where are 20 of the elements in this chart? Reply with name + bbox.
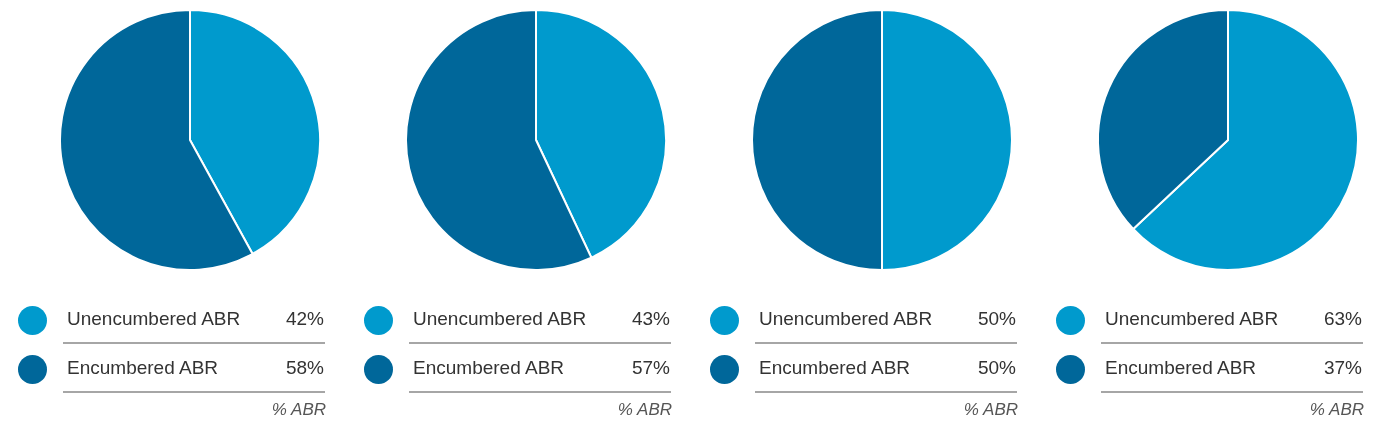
text: % ABR (963, 400, 1018, 420)
data-label: 37% (1323, 357, 1362, 379)
legend-label: Encumbered ABR (1105, 357, 1257, 379)
legend-label: Unencumbered ABR (759, 308, 933, 330)
data-label: 50% (977, 308, 1016, 330)
data-label: 42% (285, 308, 324, 330)
text: % ABR (1309, 400, 1364, 420)
data-label: 63% (1323, 308, 1362, 330)
legend-label: Encumbered ABR (67, 357, 219, 379)
data-label: 57% (631, 357, 670, 379)
legend-label: Unencumbered ABR (1105, 308, 1279, 330)
legend-label: Unencumbered ABR (413, 308, 587, 330)
text: % ABR (271, 400, 326, 420)
data-label: 58% (285, 357, 324, 379)
legend-label: Encumbered ABR (413, 357, 565, 379)
data-label: 43% (631, 308, 670, 330)
legend-label: Encumbered ABR (759, 357, 911, 379)
legend-label: Unencumbered ABR (67, 308, 241, 330)
text: % ABR (617, 400, 672, 420)
data-label: 50% (977, 357, 1016, 379)
